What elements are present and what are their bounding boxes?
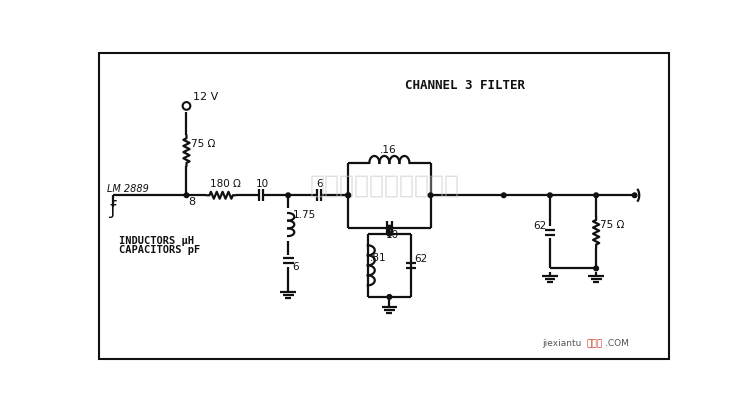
Circle shape: [387, 295, 392, 299]
Circle shape: [346, 193, 350, 197]
Circle shape: [387, 225, 392, 230]
Text: 75 Ω: 75 Ω: [191, 139, 215, 149]
Circle shape: [286, 193, 290, 197]
Text: 12 V: 12 V: [193, 92, 218, 102]
Text: .81: .81: [370, 253, 387, 264]
Circle shape: [346, 193, 350, 197]
Text: INDUCTORS μH: INDUCTORS μH: [118, 236, 194, 246]
Circle shape: [502, 193, 506, 197]
Text: .16: .16: [380, 145, 397, 155]
Circle shape: [428, 193, 433, 197]
Text: 75 Ω: 75 Ω: [600, 220, 624, 230]
Circle shape: [594, 266, 598, 271]
Text: LM 2889: LM 2889: [107, 184, 149, 194]
Text: ƒ: ƒ: [110, 200, 116, 218]
Text: 62: 62: [533, 221, 546, 231]
Text: CAPACITORS pF: CAPACITORS pF: [118, 245, 200, 255]
Text: 1.75: 1.75: [292, 211, 316, 220]
Circle shape: [387, 231, 392, 236]
Text: 62: 62: [414, 254, 428, 264]
Circle shape: [632, 193, 637, 197]
Text: 杭州将累科技有限公司: 杭州将累科技有限公司: [309, 174, 459, 198]
Text: 10: 10: [256, 179, 269, 189]
Text: jiexiantu: jiexiantu: [542, 339, 581, 348]
Text: 10: 10: [386, 231, 400, 240]
Text: 180 Ω: 180 Ω: [209, 179, 241, 189]
Circle shape: [548, 193, 552, 197]
Text: 6: 6: [292, 262, 299, 272]
Text: 6: 6: [316, 179, 322, 189]
Text: 8: 8: [188, 197, 195, 207]
Circle shape: [184, 193, 189, 197]
Text: CHANNEL 3 FILTER: CHANNEL 3 FILTER: [405, 80, 525, 93]
Text: 接线图: 接线图: [587, 339, 603, 348]
Text: .COM: .COM: [605, 339, 629, 348]
Circle shape: [594, 193, 598, 197]
